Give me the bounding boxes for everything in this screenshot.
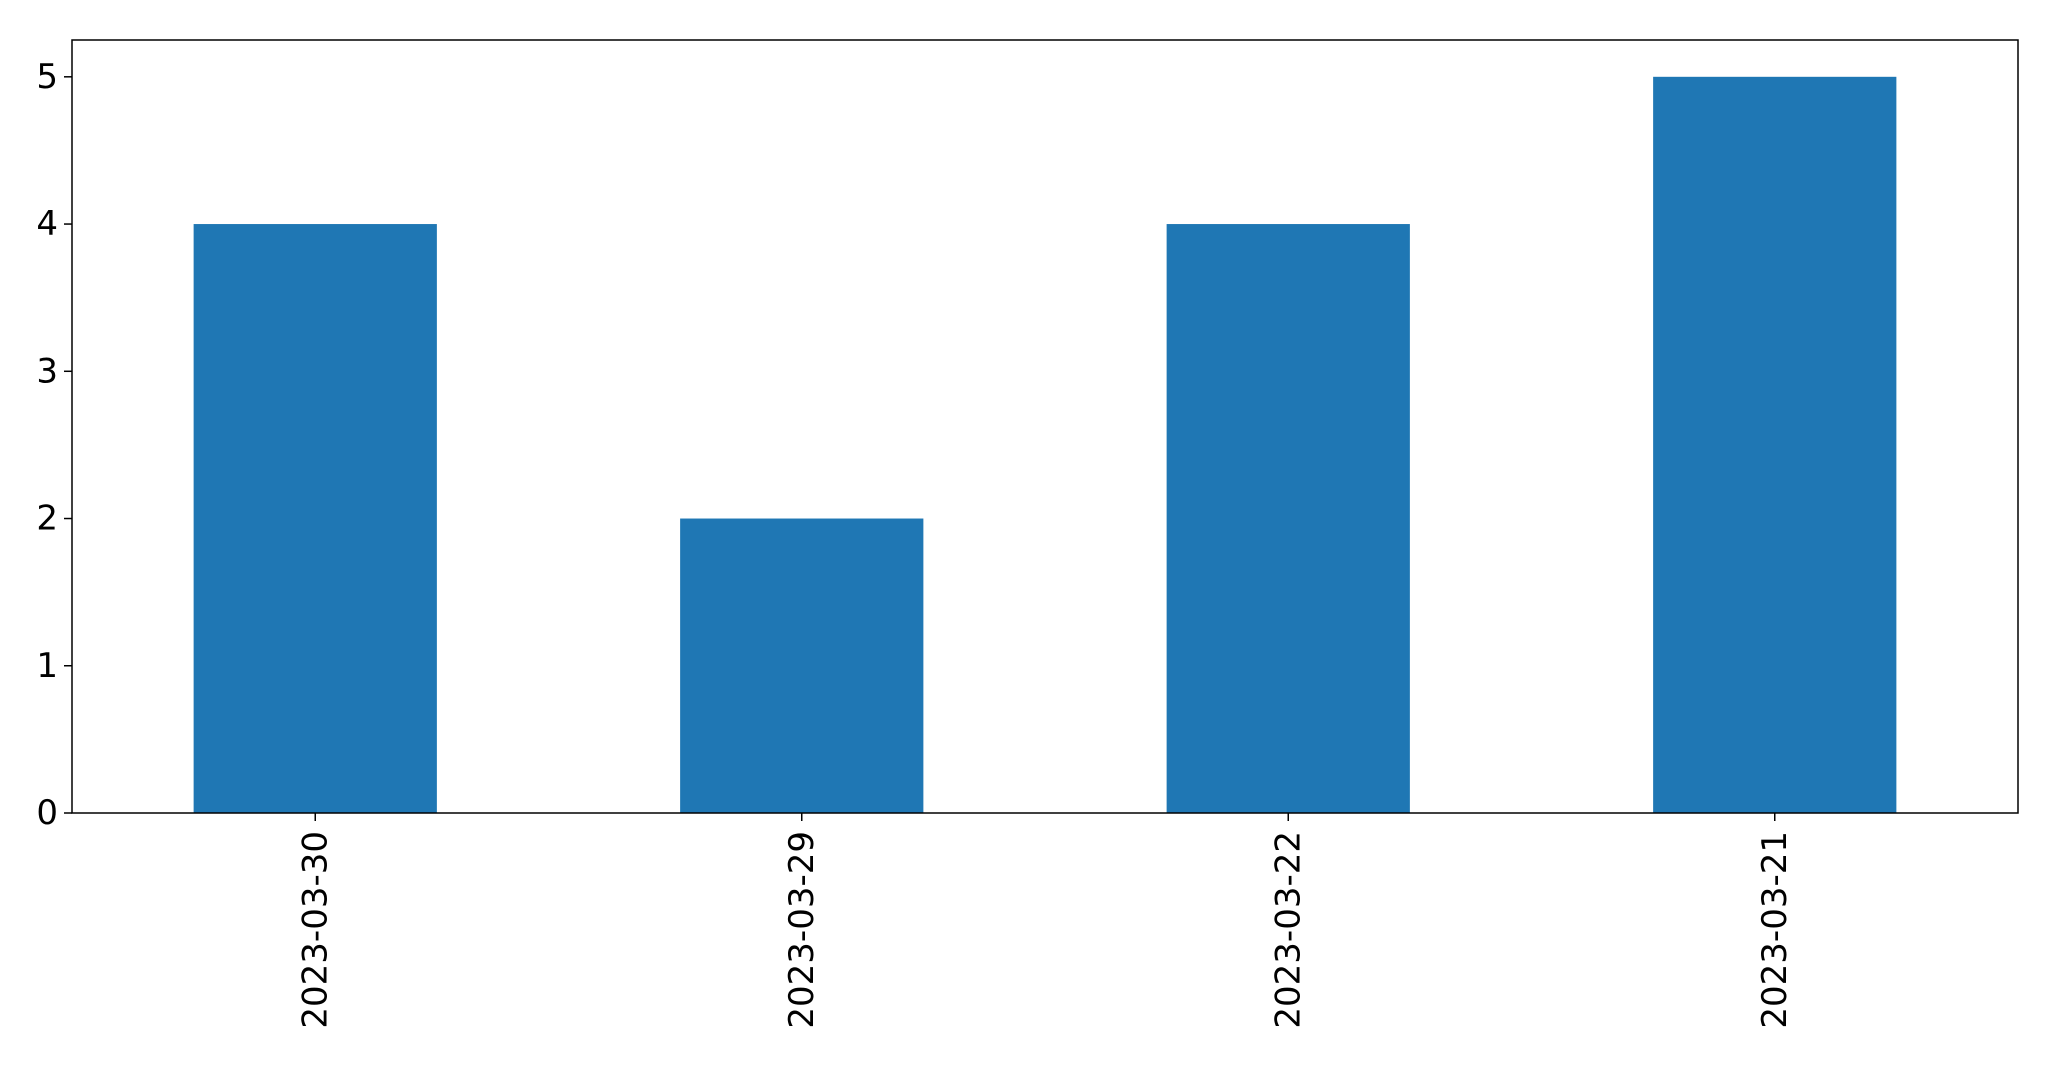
bar-2023-03-29 [680,518,924,813]
x-axis: 2023-03-30 2023-03-29 2023-03-22 2023-03-21 [295,813,1795,1029]
x-tick-label: 2023-03-30 [295,831,335,1029]
y-tick-label: 1 [36,646,58,686]
plot-frame [71,39,2019,814]
y-tick-label: 0 [36,793,58,833]
x-tick-label: 2023-03-21 [1755,831,1795,1029]
bar-2023-03-30 [193,224,437,814]
y-tick-label: 4 [36,204,58,244]
bars-layer [193,76,1897,814]
y-tick-label: 5 [36,57,58,97]
bar-2023-03-22 [1166,224,1410,814]
y-tick-label: 3 [36,351,58,391]
y-tick-label: 2 [36,499,58,539]
y-axis: 0 1 2 3 4 5 [36,57,72,833]
bar-2023-03-21 [1653,76,1897,814]
x-tick-label: 2023-03-22 [1268,831,1308,1029]
x-tick-label: 2023-03-29 [782,831,822,1029]
